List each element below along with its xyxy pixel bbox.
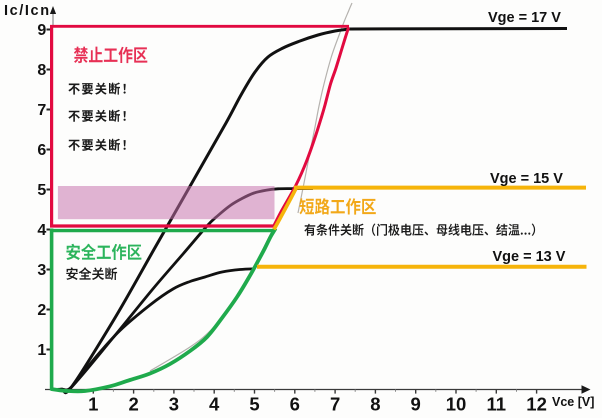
svg-text:4: 4 [209,394,220,415]
svg-text:7: 7 [330,394,340,415]
svg-text:2: 2 [37,302,46,319]
svg-text:Vge = 17 V: Vge = 17 V [488,10,561,26]
svg-text:10: 10 [446,394,467,415]
svg-text:3: 3 [37,262,46,279]
svg-text:12: 12 [526,394,547,415]
svg-text:8: 8 [37,62,46,79]
svg-text:Vge = 13 V: Vge = 13 V [493,249,566,265]
svg-text:Ic/Icn: Ic/Icn [4,3,51,19]
svg-text:6: 6 [37,142,46,159]
svg-text:5: 5 [37,182,46,199]
svg-text:8: 8 [370,394,380,415]
svg-text:9: 9 [37,22,46,39]
svg-text:7: 7 [37,102,46,119]
svg-text:Vce [V]: Vce [V] [552,395,594,409]
svg-text:2: 2 [128,394,138,415]
svg-text:5: 5 [249,394,259,415]
svg-text:9: 9 [411,394,421,415]
svg-text:3: 3 [169,394,179,415]
svg-text:6: 6 [290,394,300,415]
svg-text:1: 1 [88,394,98,415]
svg-text:4: 4 [37,222,46,239]
svg-text:1: 1 [37,342,46,359]
svg-text:11: 11 [487,394,507,415]
svg-text:Vge = 15 V: Vge = 15 V [490,171,563,187]
